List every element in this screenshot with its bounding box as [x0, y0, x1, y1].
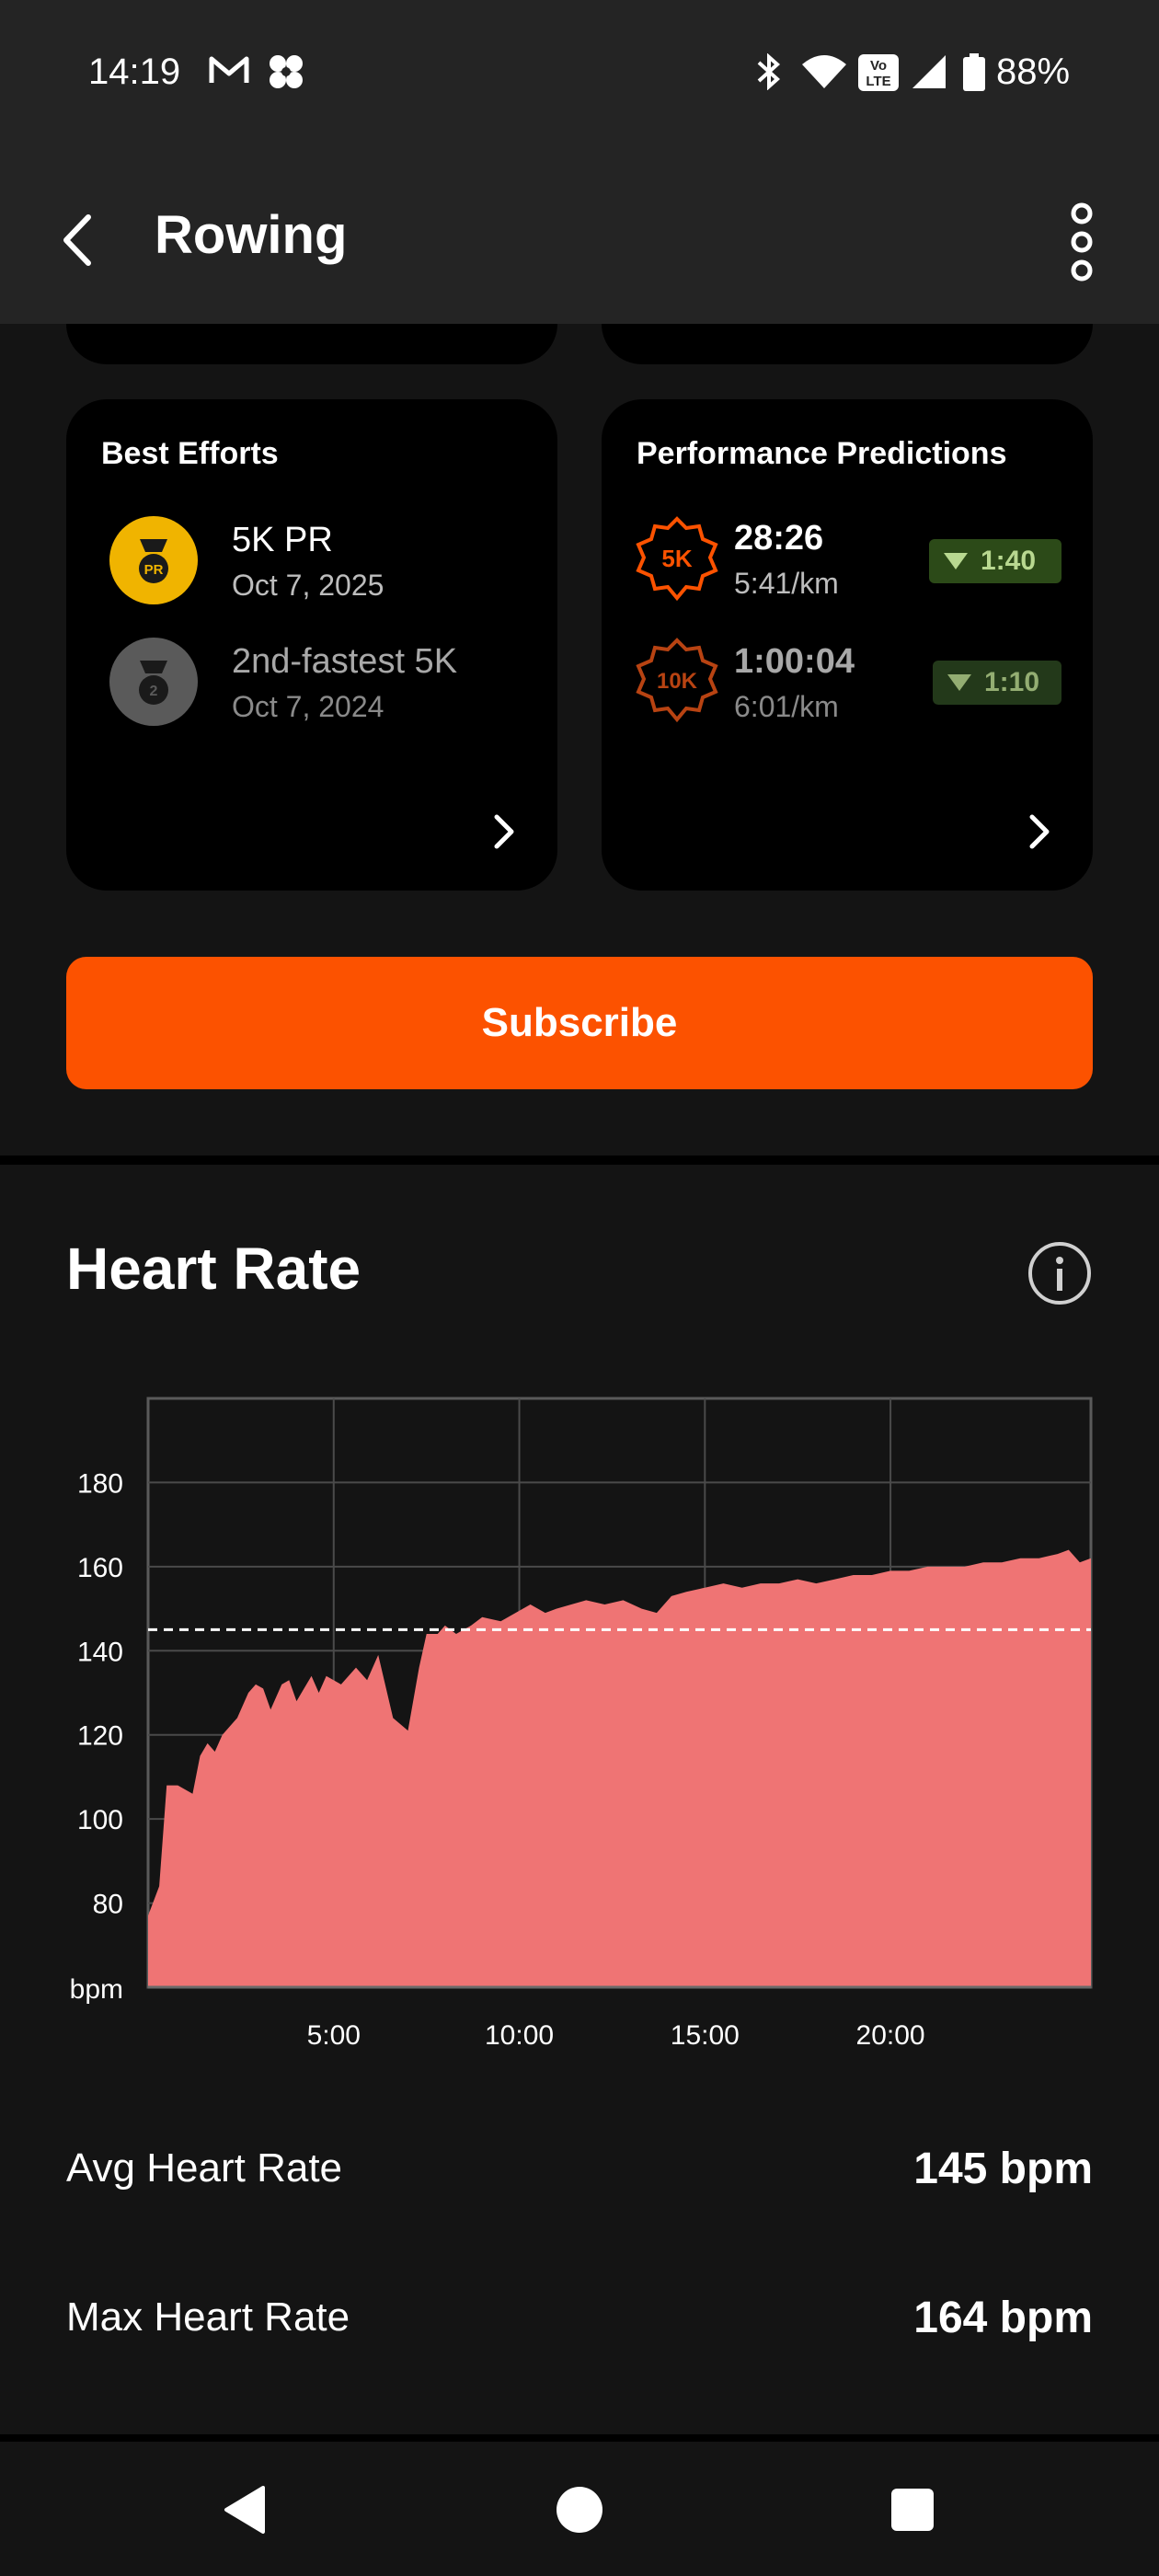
- y-tick-label: 160: [77, 1553, 123, 1583]
- best-efforts-card[interactable]: Best Efforts PR 5K PR Oct 7, 2025 2 2nd-…: [66, 399, 557, 891]
- badge-5k-icon: 5K: [636, 516, 718, 602]
- prediction-delta-badge: 1:40: [929, 539, 1061, 583]
- more-options-icon[interactable]: [1063, 202, 1100, 282]
- prediction-time: 1:00:04: [734, 642, 855, 681]
- max-heart-rate-value: 164 bpm: [913, 2294, 1093, 2342]
- prediction-delta-badge: 1:10: [933, 661, 1061, 705]
- prediction-time: 28:26: [734, 519, 824, 558]
- signal-icon: [912, 55, 946, 88]
- performance-predictions-card[interactable]: Performance Predictions 5K 28:26 5:41/km…: [602, 399, 1093, 891]
- predictions-title: Performance Predictions: [637, 436, 1007, 471]
- second-medal-icon: 2: [109, 638, 198, 726]
- battery-icon: [963, 53, 985, 91]
- nav-back-icon[interactable]: [219, 2484, 270, 2536]
- avg-heart-rate-label: Avg Heart Rate: [66, 2145, 343, 2191]
- heart-rate-chart: 80 100 120 140 160 180 bpm 5:00 10:00 15:00 20:00: [70, 1397, 1093, 2051]
- prediction-pace: 5:41/km: [734, 567, 839, 600]
- x-tick-label: 10:00: [485, 2020, 554, 2051]
- y-axis-unit-label: bpm: [70, 1974, 123, 2005]
- nav-recents-icon[interactable]: [889, 2486, 936, 2534]
- heart-rate-area: [148, 1549, 1091, 1987]
- x-tick-label: 15:00: [671, 2020, 740, 2051]
- effort-name: 5K PR: [232, 521, 333, 559]
- effort-name: 2nd-fastest 5K: [232, 642, 458, 681]
- back-arrow-icon[interactable]: [55, 208, 101, 272]
- page-title: Rowing: [155, 205, 348, 265]
- battery-percent: 88%: [996, 52, 1071, 92]
- effort-date: Oct 7, 2025: [232, 569, 384, 602]
- badge-10k-label: 10K: [657, 669, 698, 694]
- effort-date: Oct 7, 2024: [232, 690, 384, 723]
- info-icon[interactable]: [1027, 1240, 1093, 1306]
- section-divider: [0, 1156, 1159, 1165]
- gmail-icon: [209, 56, 249, 83]
- app-icon: [270, 55, 303, 88]
- nav-home-icon[interactable]: [554, 2484, 605, 2536]
- down-triangle-icon: [947, 674, 971, 691]
- max-heart-rate-label: Max Heart Rate: [66, 2294, 350, 2340]
- y-tick-label: 80: [93, 1890, 123, 1920]
- prediction-pace: 6:01/km: [734, 690, 839, 723]
- wifi-icon: [802, 55, 846, 88]
- down-triangle-icon: [944, 553, 968, 569]
- pr-medal-icon: PR: [109, 516, 198, 604]
- x-tick-label: 20:00: [856, 2020, 925, 2051]
- svg-text:LTE: LTE: [866, 74, 890, 89]
- chevron-right-icon[interactable]: [489, 811, 517, 852]
- navigation-bar: [0, 2442, 1159, 2576]
- x-tick-label: 5:00: [307, 2020, 361, 2051]
- heart-rate-title: Heart Rate: [66, 1236, 361, 1302]
- y-tick-label: 140: [77, 1637, 123, 1667]
- bluetooth-icon: [757, 53, 780, 90]
- badge-5k-label: 5K: [661, 545, 692, 572]
- svg-text:2: 2: [150, 684, 158, 699]
- status-time: 14:19: [88, 52, 181, 92]
- badge-10k-icon: 10K: [636, 638, 718, 723]
- subscribe-button[interactable]: Subscribe: [66, 957, 1093, 1089]
- svg-text:PR: PR: [144, 562, 164, 578]
- status-bar: 14:19 Vo LTE 88%: [0, 0, 1159, 166]
- section-divider: [0, 2434, 1159, 2442]
- volte-icon: Vo LTE: [858, 54, 899, 91]
- y-tick-label: 180: [77, 1468, 123, 1499]
- app-bar: Rowing: [0, 166, 1159, 324]
- y-tick-label: 100: [77, 1805, 123, 1835]
- chevron-right-icon[interactable]: [1025, 811, 1052, 852]
- avg-heart-rate-value: 145 bpm: [913, 2145, 1093, 2193]
- svg-text:Vo: Vo: [870, 58, 887, 74]
- y-tick-label: 120: [77, 1721, 123, 1752]
- best-efforts-title: Best Efforts: [101, 436, 279, 471]
